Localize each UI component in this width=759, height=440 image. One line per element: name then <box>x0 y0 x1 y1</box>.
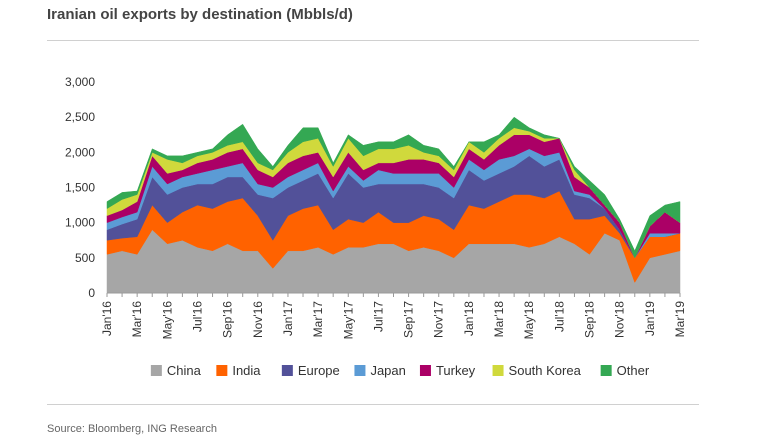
legend-swatch-europe <box>281 365 293 376</box>
top-divider <box>47 40 699 41</box>
legend-swatch-other <box>600 365 612 376</box>
x-tick-label: Jan'16 <box>100 301 114 336</box>
legend-swatch-japan <box>354 365 366 376</box>
bottom-divider <box>47 404 699 405</box>
x-tick-label: Mar'17 <box>311 301 325 338</box>
y-tick-label: 1,500 <box>65 181 95 195</box>
y-tick-label: 2,000 <box>65 145 95 159</box>
x-tick-label: Mar'18 <box>492 301 506 338</box>
x-tick-label: Jan'18 <box>462 301 476 336</box>
x-tick-label: May'17 <box>341 301 355 340</box>
x-tick-label: Nov'17 <box>432 301 446 338</box>
x-tick-label: Sep'17 <box>402 301 416 338</box>
x-tick-label: Nov'18 <box>613 301 627 338</box>
area-layer <box>106 116 681 294</box>
y-tick-label: 500 <box>75 251 95 265</box>
legend-label-south-korea: South Korea <box>509 363 582 378</box>
x-tick-label: Jan'19 <box>643 301 657 336</box>
x-tick-label: Jul'16 <box>190 301 204 332</box>
x-tick-label: Sep'18 <box>583 301 597 338</box>
y-tick-label: 1,000 <box>65 216 95 230</box>
y-tick-label: 3,000 <box>65 75 95 89</box>
x-tick-label: Jan'17 <box>281 301 295 336</box>
legend-swatch-south-korea <box>492 365 504 376</box>
legend-swatch-india <box>216 365 228 376</box>
legend-label-europe: Europe <box>298 363 340 378</box>
x-tick-label: May'18 <box>522 301 536 340</box>
legend-label-turkey: Turkey <box>436 363 476 378</box>
area-series-other <box>106 116 681 259</box>
chart-title: Iranian oil exports by destination (Mbbl… <box>47 6 353 23</box>
x-axis: Jan'16 Mar'16 May'16 Jul'16 Sep'16 Nov'16 Jan'… <box>100 292 687 340</box>
x-tick-label: Nov'16 <box>251 301 265 338</box>
y-tick-label: 0 <box>88 286 95 300</box>
x-tick-label: Mar'16 <box>130 301 144 338</box>
y-axis: 0 500 1,000 1,500 2,000 2,500 3,000 <box>65 75 95 300</box>
legend-label-china: China <box>167 363 202 378</box>
legend-swatch-turkey <box>419 365 431 376</box>
source-note: Source: Bloomberg, ING Research <box>47 423 217 435</box>
x-tick-label: Jul'18 <box>552 301 566 332</box>
legend: China India Europe Japan Turkey South Korea Ot… <box>150 363 650 378</box>
y-tick-label: 2,500 <box>65 110 95 124</box>
legend-label-india: India <box>232 363 261 378</box>
legend-swatch-china <box>150 365 162 376</box>
legend-label-other: Other <box>617 363 650 378</box>
x-tick-label: May'16 <box>160 301 174 340</box>
x-tick-label: Sep'16 <box>221 301 235 338</box>
legend-label-japan: Japan <box>370 363 405 378</box>
x-tick-label: Jul'17 <box>371 301 385 332</box>
x-tick-label: Mar'19 <box>673 301 687 338</box>
